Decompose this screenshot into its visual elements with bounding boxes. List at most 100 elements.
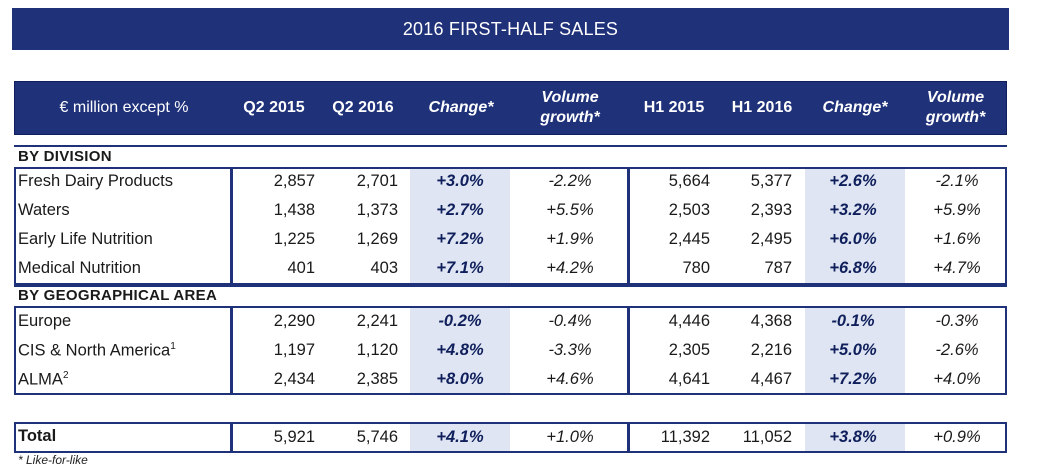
cell-q2-2015: 5,921 [273, 428, 315, 446]
division-h-box [628, 167, 1007, 285]
cell-change-q: +4.1% [436, 428, 484, 446]
division-change-h-shade [805, 168, 905, 284]
header-volume-h-line1: Volume [926, 89, 985, 106]
header-change-q: Change* [428, 99, 494, 116]
cell-q2-2016: 2,385 [356, 370, 398, 388]
cell-change-h: +5.0% [829, 341, 877, 359]
cell-h1-2015: 780 [682, 259, 710, 277]
row-label-cis-na: CIS & North America1 [18, 341, 176, 361]
section-by-geo: BY GEOGRAPHICAL AREA [18, 287, 218, 304]
cell-vol-h: +0.9% [933, 428, 981, 446]
header-volume-q: Volume growth* [511, 82, 629, 134]
cell-h1-2015: 2,305 [668, 341, 710, 359]
row-label-text: ALMA [18, 370, 63, 389]
total-change-q-shade [410, 424, 510, 451]
cell-vol-q: +4.6% [546, 370, 594, 388]
footnote-ref: 2 [62, 370, 69, 381]
geo-h-box [628, 306, 1007, 395]
header-change-h: Change* [822, 99, 888, 116]
cell-vol-h: +5.9% [933, 201, 981, 219]
cell-change-q: +8.0% [436, 370, 484, 388]
row-label-europe: Europe [18, 312, 72, 330]
cell-h1-2016: 5,377 [750, 172, 792, 190]
cell-change-q: +4.8% [436, 341, 484, 359]
cell-vol-h: +4.7% [933, 259, 981, 277]
row-label-total: Total [18, 427, 57, 445]
section-by-division: BY DIVISION [18, 148, 112, 165]
row-label-early-life: Early Life Nutrition [18, 230, 153, 248]
cell-h1-2016: 787 [764, 259, 792, 277]
cell-change-q: +2.7% [436, 201, 484, 219]
geo-change-h-shade [805, 308, 905, 394]
table-title: 2016 FIRST-HALF SALES [12, 8, 1009, 50]
geo-separator [14, 285, 1007, 287]
header-volume-q-line2: growth* [540, 109, 600, 126]
cell-q2-2016: 1,120 [356, 341, 398, 359]
cell-vol-q: +1.9% [546, 230, 594, 248]
total-h-box [628, 422, 1007, 453]
cell-h1-2016: 11,052 [742, 428, 792, 446]
cell-h1-2015: 2,445 [668, 230, 710, 248]
cell-q2-2016: 1,269 [356, 230, 398, 248]
header-label: € million except % [59, 99, 189, 116]
cell-q2-2016: 2,241 [356, 312, 398, 330]
footnote: * Like-for-like [18, 453, 88, 467]
cell-vol-q: +4.2% [546, 259, 594, 277]
cell-vol-h: -2.1% [935, 172, 979, 190]
cell-q2-2016: 1,373 [356, 201, 398, 219]
cell-vol-h: +4.0% [933, 370, 981, 388]
cell-q2-2015: 1,197 [273, 341, 315, 359]
cell-q2-2015: 1,438 [273, 201, 315, 219]
header-h1-2016: H1 2016 [731, 99, 793, 116]
cell-change-h: +3.2% [829, 201, 877, 219]
cell-q2-2016: 5,746 [356, 428, 398, 446]
header-h1-2015: H1 2015 [643, 99, 705, 116]
cell-q2-2015: 2,857 [273, 172, 315, 190]
footnote-ref: 1 [170, 341, 176, 352]
cell-q2-2015: 1,225 [273, 230, 315, 248]
cell-q2-2016: 2,701 [356, 172, 398, 190]
cell-change-q: +3.0% [436, 172, 484, 190]
cell-vol-q: -3.3% [548, 341, 592, 359]
header-volume-q-line1: Volume [541, 89, 599, 106]
header-q2-2016: Q2 2016 [332, 99, 394, 116]
division-change-q-shade [410, 168, 510, 284]
cell-vol-q: +1.0% [546, 428, 594, 446]
cell-h1-2015: 4,446 [668, 312, 710, 330]
cell-h1-2015: 11,392 [660, 428, 710, 446]
cell-change-h: +6.0% [829, 230, 877, 248]
header-volume-h-line2: growth* [925, 109, 986, 126]
cell-change-h: -0.1% [831, 312, 875, 330]
cell-change-q: +7.2% [436, 230, 484, 248]
cell-vol-h: -0.3% [935, 312, 979, 330]
cell-vol-q: -0.4% [548, 312, 592, 330]
cell-h1-2015: 5,664 [668, 172, 710, 190]
cell-q2-2015: 2,290 [273, 312, 315, 330]
table-header: € million except % Q2 2015 Q2 2016 Chang… [14, 81, 1007, 135]
cell-q2-2015: 2,434 [273, 370, 315, 388]
total-change-h-shade [805, 424, 905, 451]
row-label-alma: ALMA2 [18, 370, 69, 390]
cell-change-h: +3.8% [829, 428, 877, 446]
cell-change-h: +7.2% [829, 370, 877, 388]
cell-vol-q: -2.2% [548, 172, 592, 190]
cell-h1-2016: 2,495 [750, 230, 792, 248]
cell-h1-2016: 4,368 [750, 312, 792, 330]
cell-vol-h: -2.6% [935, 341, 979, 359]
cell-h1-2016: 4,467 [750, 370, 792, 388]
cell-q2-2015: 401 [287, 259, 315, 277]
row-label-waters: Waters [18, 201, 70, 219]
cell-q2-2016: 403 [370, 259, 398, 277]
cell-change-h: +2.6% [829, 172, 877, 190]
geo-change-q-shade [410, 308, 510, 394]
header-q2-2015: Q2 2015 [243, 99, 305, 116]
cell-vol-h: +1.6% [933, 230, 981, 248]
row-label-fresh-dairy: Fresh Dairy Products [18, 172, 173, 190]
cell-change-h: +6.8% [829, 259, 877, 277]
cell-h1-2016: 2,216 [750, 341, 792, 359]
cell-h1-2016: 2,393 [750, 201, 792, 219]
cell-change-q: +7.1% [436, 259, 484, 277]
row-label-medical: Medical Nutrition [18, 259, 141, 277]
header-volume-h: Volume growth* [905, 82, 1006, 134]
cell-h1-2015: 4,641 [668, 370, 710, 388]
